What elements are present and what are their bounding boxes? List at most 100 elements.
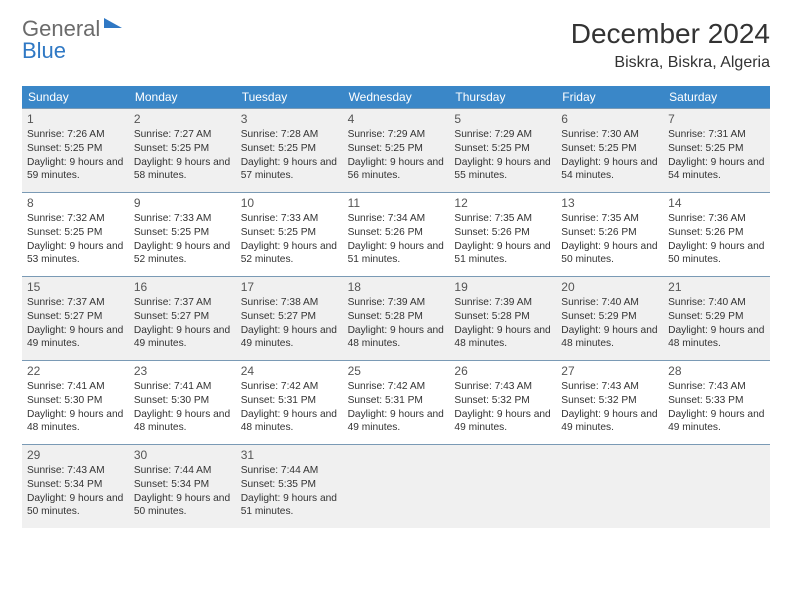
sunset-line: Sunset: 5:25 PM [27, 226, 124, 240]
sunrise-line: Sunrise: 7:37 AM [134, 296, 231, 310]
day-number: 10 [241, 196, 338, 210]
daylight-line: Daylight: 9 hours and 48 minutes. [454, 324, 551, 352]
day-number: 9 [134, 196, 231, 210]
sunset-line: Sunset: 5:35 PM [241, 478, 338, 492]
sunrise-line: Sunrise: 7:41 AM [27, 380, 124, 394]
sunset-line: Sunset: 5:27 PM [134, 310, 231, 324]
sunset-line: Sunset: 5:25 PM [241, 142, 338, 156]
dow-header: Tuesday [236, 86, 343, 108]
day-cell: 29Sunrise: 7:43 AMSunset: 5:34 PMDayligh… [22, 444, 129, 528]
day-number: 18 [348, 280, 445, 294]
day-number: 12 [454, 196, 551, 210]
empty-cell [449, 444, 556, 528]
sunrise-line: Sunrise: 7:44 AM [241, 464, 338, 478]
sunset-line: Sunset: 5:32 PM [454, 394, 551, 408]
day-cell: 13Sunrise: 7:35 AMSunset: 5:26 PMDayligh… [556, 192, 663, 276]
sunset-line: Sunset: 5:25 PM [561, 142, 658, 156]
sunset-line: Sunset: 5:26 PM [348, 226, 445, 240]
day-number: 26 [454, 364, 551, 378]
daylight-line: Daylight: 9 hours and 54 minutes. [668, 156, 765, 184]
sunrise-line: Sunrise: 7:42 AM [241, 380, 338, 394]
sunrise-line: Sunrise: 7:37 AM [27, 296, 124, 310]
sunrise-line: Sunrise: 7:42 AM [348, 380, 445, 394]
sunrise-line: Sunrise: 7:30 AM [561, 128, 658, 142]
daylight-line: Daylight: 9 hours and 48 minutes. [27, 408, 124, 436]
day-number: 22 [27, 364, 124, 378]
sunset-line: Sunset: 5:33 PM [668, 394, 765, 408]
daylight-line: Daylight: 9 hours and 50 minutes. [668, 240, 765, 268]
daylight-line: Daylight: 9 hours and 53 minutes. [27, 240, 124, 268]
day-cell: 5Sunrise: 7:29 AMSunset: 5:25 PMDaylight… [449, 108, 556, 192]
sunrise-line: Sunrise: 7:43 AM [454, 380, 551, 394]
day-cell: 23Sunrise: 7:41 AMSunset: 5:30 PMDayligh… [129, 360, 236, 444]
sunset-line: Sunset: 5:25 PM [454, 142, 551, 156]
sunset-line: Sunset: 5:27 PM [241, 310, 338, 324]
sunrise-line: Sunrise: 7:33 AM [241, 212, 338, 226]
sunrise-line: Sunrise: 7:29 AM [348, 128, 445, 142]
title-block: December 2024 Biskra, Biskra, Algeria [571, 18, 770, 72]
day-number: 24 [241, 364, 338, 378]
daylight-line: Daylight: 9 hours and 52 minutes. [134, 240, 231, 268]
daylight-line: Daylight: 9 hours and 57 minutes. [241, 156, 338, 184]
sunset-line: Sunset: 5:25 PM [134, 226, 231, 240]
sunset-line: Sunset: 5:27 PM [27, 310, 124, 324]
sunrise-line: Sunrise: 7:33 AM [134, 212, 231, 226]
daylight-line: Daylight: 9 hours and 48 minutes. [561, 324, 658, 352]
daylight-line: Daylight: 9 hours and 48 minutes. [241, 408, 338, 436]
daylight-line: Daylight: 9 hours and 55 minutes. [454, 156, 551, 184]
daylight-line: Daylight: 9 hours and 51 minutes. [454, 240, 551, 268]
dow-header: Saturday [663, 86, 770, 108]
sunset-line: Sunset: 5:25 PM [348, 142, 445, 156]
day-cell: 22Sunrise: 7:41 AMSunset: 5:30 PMDayligh… [22, 360, 129, 444]
sunrise-line: Sunrise: 7:39 AM [348, 296, 445, 310]
day-cell: 17Sunrise: 7:38 AMSunset: 5:27 PMDayligh… [236, 276, 343, 360]
day-cell: 6 Sunrise: 7:30 AMSunset: 5:25 PMDaylight… [556, 108, 663, 192]
daylight-line: Daylight: 9 hours and 56 minutes. [348, 156, 445, 184]
dow-header: Thursday [449, 86, 556, 108]
day-number: 6 [561, 112, 658, 126]
day-number: 5 [454, 112, 551, 126]
empty-cell [663, 444, 770, 528]
day-cell: 1Sunrise: 7:26 AMSunset: 5:25 PMDaylight… [22, 108, 129, 192]
sunrise-line: Sunrise: 7:41 AM [134, 380, 231, 394]
day-cell: 14Sunrise: 7:36 AMSunset: 5:26 PMDayligh… [663, 192, 770, 276]
day-number: 27 [561, 364, 658, 378]
dow-header: Wednesday [343, 86, 450, 108]
sunrise-line: Sunrise: 7:38 AM [241, 296, 338, 310]
daylight-line: Daylight: 9 hours and 49 minutes. [454, 408, 551, 436]
sunset-line: Sunset: 5:31 PM [241, 394, 338, 408]
day-cell: 11Sunrise: 7:34 AMSunset: 5:26 PMDayligh… [343, 192, 450, 276]
daylight-line: Daylight: 9 hours and 50 minutes. [561, 240, 658, 268]
day-cell: 28Sunrise: 7:43 AMSunset: 5:33 PMDayligh… [663, 360, 770, 444]
day-cell: 9 Sunrise: 7:33 AMSunset: 5:25 PMDaylight… [129, 192, 236, 276]
daylight-line: Daylight: 9 hours and 51 minutes. [348, 240, 445, 268]
sunrise-line: Sunrise: 7:35 AM [561, 212, 658, 226]
daylight-line: Daylight: 9 hours and 58 minutes. [134, 156, 231, 184]
daylight-line: Daylight: 9 hours and 49 minutes. [241, 324, 338, 352]
location: Biskra, Biskra, Algeria [571, 54, 770, 72]
sunset-line: Sunset: 5:29 PM [561, 310, 658, 324]
day-number: 2 [134, 112, 231, 126]
day-number: 15 [27, 280, 124, 294]
sunset-line: Sunset: 5:28 PM [454, 310, 551, 324]
day-number: 19 [454, 280, 551, 294]
day-cell: 30Sunrise: 7:44 AMSunset: 5:34 PMDayligh… [129, 444, 236, 528]
sunrise-line: Sunrise: 7:36 AM [668, 212, 765, 226]
daylight-line: Daylight: 9 hours and 59 minutes. [27, 156, 124, 184]
day-number: 4 [348, 112, 445, 126]
day-number: 16 [134, 280, 231, 294]
sunrise-line: Sunrise: 7:40 AM [561, 296, 658, 310]
logo-text: General Blue [22, 18, 122, 62]
day-cell: 27Sunrise: 7:43 AMSunset: 5:32 PMDayligh… [556, 360, 663, 444]
sunset-line: Sunset: 5:32 PM [561, 394, 658, 408]
sunrise-line: Sunrise: 7:43 AM [27, 464, 124, 478]
daylight-line: Daylight: 9 hours and 48 minutes. [134, 408, 231, 436]
daylight-line: Daylight: 9 hours and 49 minutes. [134, 324, 231, 352]
empty-cell [343, 444, 450, 528]
day-number: 8 [27, 196, 124, 210]
day-cell: 21Sunrise: 7:40 AMSunset: 5:29 PMDayligh… [663, 276, 770, 360]
day-number: 25 [348, 364, 445, 378]
day-number: 31 [241, 448, 338, 462]
daylight-line: Daylight: 9 hours and 54 minutes. [561, 156, 658, 184]
daylight-line: Daylight: 9 hours and 51 minutes. [241, 492, 338, 520]
